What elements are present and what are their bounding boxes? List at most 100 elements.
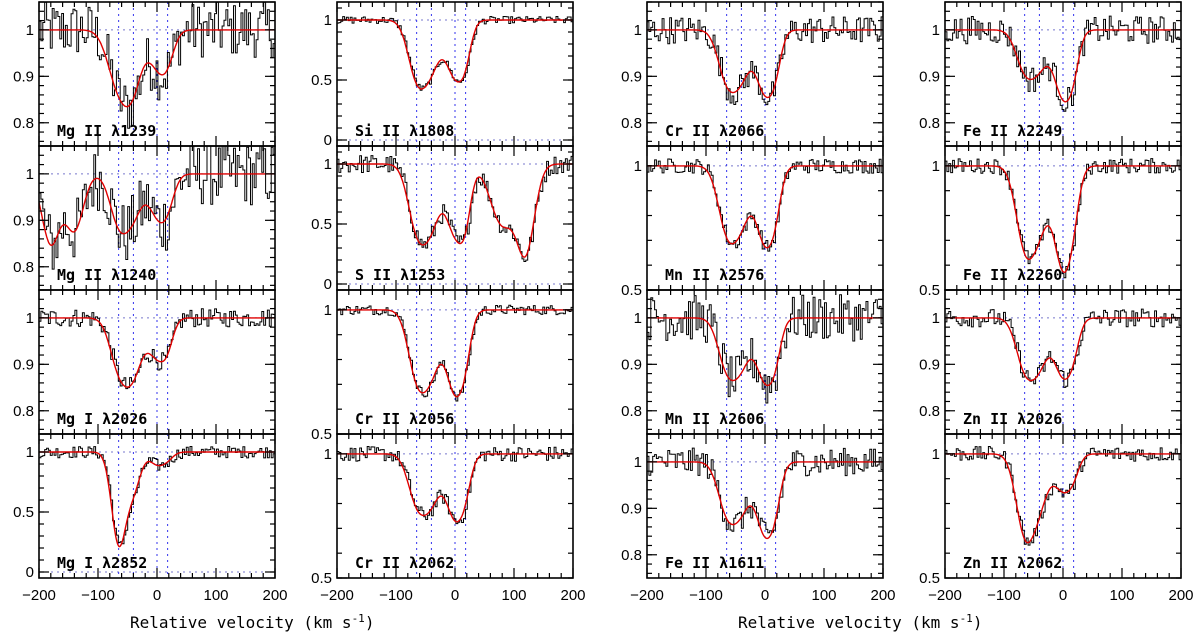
y-tick-label: 1 <box>932 310 940 327</box>
panel-plot-area <box>337 290 573 434</box>
observed-spectrum <box>39 446 275 545</box>
model-fit <box>647 317 883 387</box>
x-tick-label: 100 <box>1109 587 1134 604</box>
x-tick-label: 100 <box>203 587 228 604</box>
y-tick-label: 1 <box>324 12 332 29</box>
y-tick-label: 0.8 <box>621 115 642 132</box>
y-tick-label: 0.5 <box>621 282 642 299</box>
panel-plot-area <box>647 2 883 146</box>
panel-label: Si II λ1808 <box>355 122 454 140</box>
y-tick-label: 0.5 <box>919 570 940 587</box>
observed-spectrum <box>337 304 573 402</box>
panel-label: Mg II λ1240 <box>57 266 156 284</box>
panel-2-2: 0.8 0.9 1 Mn II λ2606 <box>621 289 884 435</box>
model-fit <box>945 165 1181 274</box>
x-tick-label: 0 <box>451 587 459 604</box>
panel-3-1: 0.5 1 Fe II λ2260 <box>919 145 1182 299</box>
y-tick-label: 1 <box>932 446 940 463</box>
observed-spectrum <box>647 294 883 404</box>
panel-1-1: 0 0.5 1 S II λ1253 <box>311 145 574 293</box>
x-tick-label: −100 <box>379 587 413 604</box>
x-tick-label: 200 <box>870 587 895 604</box>
panel-label: Mg I λ2026 <box>57 410 147 428</box>
observed-spectrum <box>647 447 883 534</box>
panel-label: Fe II λ1611 <box>665 554 764 572</box>
y-tick-label: 0.8 <box>919 115 940 132</box>
observed-spectrum <box>39 2 275 129</box>
y-tick-label: 0 <box>26 564 34 581</box>
observed-spectrum <box>39 146 275 270</box>
y-tick-label: 0.9 <box>621 500 642 517</box>
panel-3-2: 0.8 0.9 1 Zn II λ2026 <box>919 289 1182 435</box>
model-fit <box>337 19 573 90</box>
y-tick-label: 0.9 <box>621 356 642 373</box>
panel-2-3: 0.8 0.9 1 Fe II λ1611−200 −100 0 100 200 <box>621 433 896 604</box>
panel-3-3: 0.5 1 Zn II λ2062−200 −100 0 100 200 <box>919 433 1194 604</box>
panel-plot-area <box>39 146 275 290</box>
y-tick-label: 1 <box>324 156 332 173</box>
observed-spectrum <box>945 15 1181 112</box>
panel-label: Cr II λ2062 <box>355 554 454 572</box>
panel-plot-area <box>945 290 1181 434</box>
panel-label: Zn II λ2062 <box>963 554 1062 572</box>
model-fit <box>647 165 883 249</box>
x-tick-label: −200 <box>630 587 664 604</box>
model-fit <box>647 29 883 99</box>
y-tick-label: 1 <box>932 158 940 175</box>
x-tick-label: 0 <box>1059 587 1067 604</box>
model-fit <box>945 29 1181 103</box>
y-tick-label: 0 <box>324 276 332 293</box>
x-tick-label: 0 <box>761 587 769 604</box>
model-fit <box>39 29 275 108</box>
x-tick-label: −200 <box>22 587 56 604</box>
y-tick-label: 0.9 <box>919 68 940 85</box>
x-axis-label-right: Relative velocity (km s-1) <box>738 612 982 632</box>
y-tick-label: 0.5 <box>311 570 332 587</box>
panel-label: Mg I λ2852 <box>57 554 147 572</box>
y-tick-label: 0.9 <box>13 68 34 85</box>
model-fit <box>945 453 1181 544</box>
x-axis-label-left: Relative velocity (km s-1) <box>130 612 374 632</box>
y-tick-label: 0 <box>324 132 332 149</box>
model-fit <box>337 453 573 523</box>
y-tick-label: 1 <box>26 22 34 39</box>
observed-spectrum <box>337 16 573 91</box>
panel-plot-area <box>647 434 883 578</box>
y-tick-label: 0.8 <box>621 547 642 564</box>
panel-1-0: 0 0.5 1 Si II λ1808 <box>311 1 574 149</box>
panel-plot-area <box>337 434 573 578</box>
panel-label: Zn II λ2026 <box>963 410 1062 428</box>
model-fit <box>39 173 275 247</box>
y-tick-label: 1 <box>26 444 34 461</box>
panel-1-3: 0.5 1 Cr II λ2062−200 −100 0 100 200 <box>311 433 586 604</box>
y-tick-label: 1 <box>634 22 642 39</box>
x-tick-label: −200 <box>320 587 354 604</box>
x-tick-label: −200 <box>928 587 962 604</box>
y-tick-label: 0.8 <box>919 403 940 420</box>
x-tick-label: 200 <box>560 587 585 604</box>
y-tick-label: 1 <box>634 310 642 327</box>
panel-label: Mg II λ1239 <box>57 122 156 140</box>
x-tick-label: 0 <box>153 587 161 604</box>
model-fit <box>39 317 275 388</box>
x-tick-label: 100 <box>811 587 836 604</box>
y-tick-label: 0.5 <box>311 72 332 89</box>
panel-plot-area <box>337 2 573 146</box>
y-tick-label: 0.5 <box>311 216 332 233</box>
y-tick-label: 0.8 <box>13 403 34 420</box>
panel-plot-area <box>39 434 275 578</box>
panel-plot-area <box>647 146 883 290</box>
panel-label: Fe II λ2260 <box>963 266 1062 284</box>
y-tick-label: 1 <box>26 166 34 183</box>
x-tick-label: 100 <box>501 587 526 604</box>
y-tick-label: 1 <box>634 158 642 175</box>
panel-2-0: 0.8 0.9 1 Cr II λ2066 <box>621 1 884 147</box>
panel-label: Cr II λ2056 <box>355 410 454 428</box>
observed-spectrum <box>945 158 1181 279</box>
observed-spectrum <box>945 446 1181 546</box>
panel-plot-area <box>39 290 275 434</box>
observed-spectrum <box>337 446 573 525</box>
panel-plot-area <box>945 146 1181 290</box>
